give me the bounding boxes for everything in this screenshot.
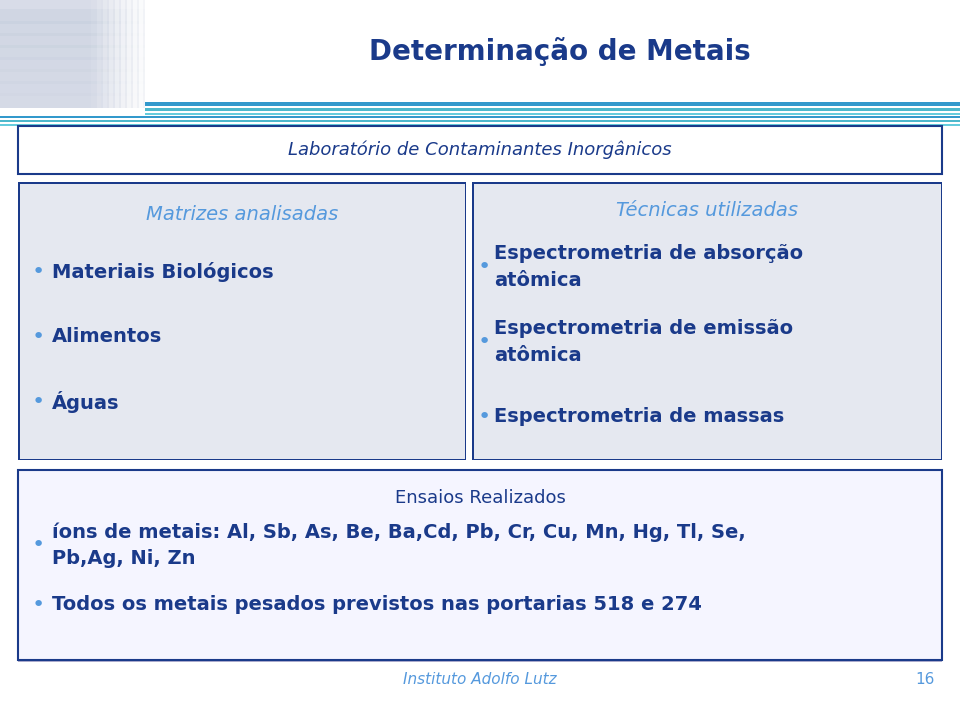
FancyBboxPatch shape	[18, 470, 942, 660]
Text: Técnicas utilizadas: Técnicas utilizadas	[616, 201, 798, 220]
Bar	[97, 0, 107, 108]
Bar	[85, 0, 95, 108]
Text: Laboratório de Contaminantes Inorgânicos: Laboratório de Contaminantes Inorgânicos	[288, 140, 672, 159]
Bar	[0, 45, 145, 60]
Bar	[0, 21, 145, 36]
Text: •: •	[32, 392, 44, 412]
Text: Espectrometria de emissão
atômica: Espectrometria de emissão atômica	[494, 319, 793, 365]
Text: •: •	[32, 535, 44, 555]
Text: Espectrometria de massas: Espectrometria de massas	[494, 407, 784, 427]
Bar	[0, 57, 145, 72]
Bar	[472, 182, 942, 183]
Bar	[121, 0, 131, 108]
Text: íons de metais: Al, Sb, As, Be, Ba,Cd, Pb, Cr, Cu, Mn, Hg, Tl, Se,
Pb,Ag, Ni, Zn: íons de metais: Al, Sb, As, Be, Ba,Cd, P…	[52, 522, 746, 568]
Text: •: •	[32, 327, 44, 347]
Text: •: •	[32, 262, 44, 282]
Bar	[0, 120, 960, 122]
Bar	[18, 182, 466, 183]
Bar	[0, 93, 145, 108]
Bar	[109, 0, 119, 108]
Bar	[0, 69, 145, 84]
Text: Materiais Biológicos: Materiais Biológicos	[52, 262, 274, 282]
Bar	[0, 9, 145, 24]
FancyBboxPatch shape	[18, 126, 942, 174]
Text: Ensaios Realizados: Ensaios Realizados	[395, 489, 565, 507]
Text: Determinação de Metais: Determinação de Metais	[370, 37, 751, 67]
Bar	[0, 0, 145, 108]
Bar	[91, 0, 101, 108]
Bar	[18, 182, 19, 460]
Bar	[139, 0, 149, 108]
Bar	[145, 102, 960, 106]
Bar	[472, 458, 942, 460]
Text: •: •	[32, 595, 44, 615]
Text: Alimentos: Alimentos	[52, 328, 162, 347]
Text: Todos os metais pesados previstos nas portarias 518 e 274: Todos os metais pesados previstos nas po…	[52, 595, 702, 614]
Bar	[0, 81, 145, 96]
Bar	[18, 458, 466, 460]
Bar	[472, 182, 942, 460]
Bar	[115, 0, 125, 108]
Bar	[0, 124, 960, 126]
Text: Instituto Adolfo Lutz: Instituto Adolfo Lutz	[403, 673, 557, 687]
Bar	[18, 182, 466, 460]
Text: •: •	[477, 257, 491, 277]
Text: Águas: Águas	[52, 391, 119, 413]
Bar	[465, 182, 466, 460]
Text: •: •	[477, 407, 491, 427]
Bar	[145, 113, 960, 115]
Bar	[145, 108, 960, 111]
Bar	[103, 0, 113, 108]
Bar	[133, 0, 143, 108]
Bar	[472, 182, 473, 460]
Text: Espectrometria de absorção
atômica: Espectrometria de absorção atômica	[494, 244, 804, 290]
Text: Matrizes analisadas: Matrizes analisadas	[146, 204, 338, 223]
Bar	[18, 661, 942, 662]
Text: 16: 16	[916, 673, 935, 687]
Bar	[0, 116, 960, 118]
Bar	[0, 33, 145, 48]
Text: •: •	[477, 332, 491, 352]
Bar	[127, 0, 137, 108]
Bar	[941, 182, 942, 460]
